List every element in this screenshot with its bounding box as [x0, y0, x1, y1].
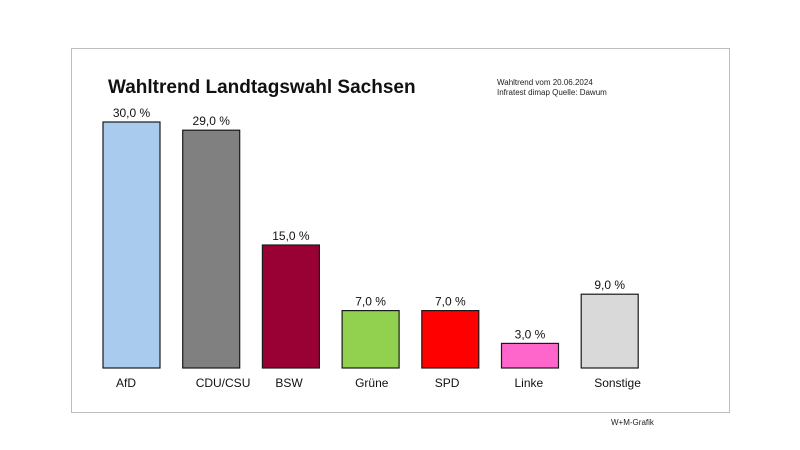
- chart-title: Wahltrend Landtagswahl Sachsen: [108, 77, 416, 98]
- category-label: Linke: [515, 376, 544, 390]
- category-label: CDU/CSU: [196, 376, 251, 390]
- bar-cdu-csu: [182, 129, 241, 369]
- bar-gr-ne: [341, 310, 400, 369]
- bar-afd: [102, 121, 161, 369]
- bar-linke: [500, 342, 560, 369]
- value-label: 9,0 %: [594, 278, 625, 292]
- value-label: 15,0 %: [272, 229, 310, 243]
- graphic-credit: W+M-Grafik: [611, 418, 654, 427]
- category-label: AfD: [116, 376, 136, 390]
- category-label: SPD: [435, 376, 460, 390]
- category-label: Sonstige: [594, 376, 641, 390]
- value-label: 3,0 %: [515, 327, 546, 341]
- chart-source-note: Wahltrend vom 20.06.2024 Infratest dimap…: [497, 78, 607, 98]
- value-label: 29,0 %: [193, 114, 231, 128]
- bar-spd: [421, 310, 480, 369]
- source-line-institute: Infratest dimap Quelle: Dawum: [497, 88, 607, 97]
- value-label: 7,0 %: [355, 295, 386, 309]
- source-line-date: Wahltrend vom 20.06.2024: [497, 78, 593, 87]
- bar-sonstige: [580, 293, 639, 369]
- value-label: 30,0 %: [113, 106, 151, 120]
- category-label: BSW: [275, 376, 303, 390]
- bar-bsw: [261, 244, 320, 369]
- value-label: 7,0 %: [435, 295, 466, 309]
- category-label: Grüne: [355, 376, 389, 390]
